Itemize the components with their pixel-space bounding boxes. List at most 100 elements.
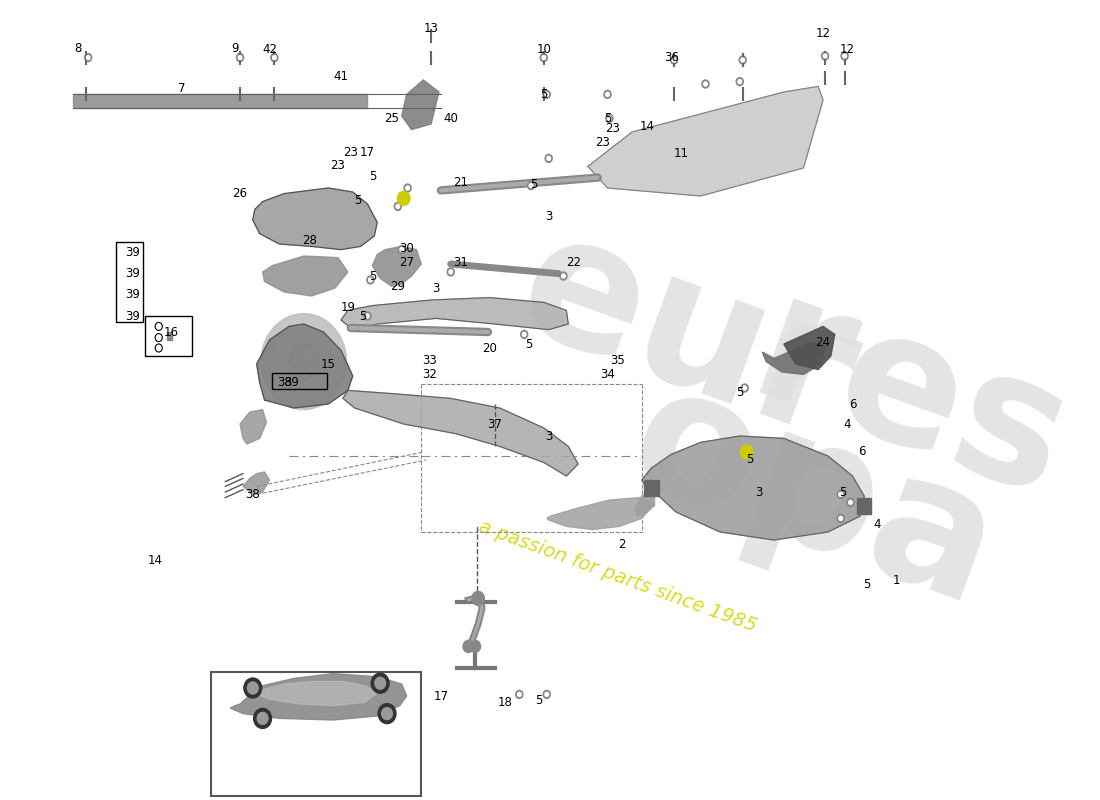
Text: 23: 23 bbox=[343, 146, 359, 158]
Text: 17: 17 bbox=[433, 690, 449, 702]
Circle shape bbox=[837, 514, 844, 522]
Text: 5: 5 bbox=[540, 88, 548, 101]
Circle shape bbox=[837, 490, 844, 498]
Text: res: res bbox=[732, 262, 1091, 538]
Text: 3: 3 bbox=[432, 282, 440, 294]
Polygon shape bbox=[784, 326, 835, 370]
Text: eur: eur bbox=[496, 195, 876, 477]
Circle shape bbox=[321, 358, 326, 365]
Circle shape bbox=[273, 56, 276, 60]
Text: 42: 42 bbox=[262, 43, 277, 56]
Text: 36: 36 bbox=[663, 51, 679, 64]
Circle shape bbox=[472, 591, 484, 606]
Circle shape bbox=[257, 712, 268, 725]
Circle shape bbox=[522, 333, 526, 336]
Circle shape bbox=[702, 80, 710, 88]
Circle shape bbox=[517, 692, 521, 696]
Circle shape bbox=[736, 78, 744, 86]
Circle shape bbox=[562, 274, 565, 278]
Circle shape bbox=[406, 186, 409, 190]
Text: 38: 38 bbox=[277, 376, 292, 389]
Circle shape bbox=[448, 268, 454, 276]
Circle shape bbox=[398, 246, 405, 254]
Text: 8: 8 bbox=[75, 42, 82, 54]
Bar bbox=[74, 94, 367, 108]
Polygon shape bbox=[256, 324, 353, 408]
Circle shape bbox=[85, 54, 91, 62]
Circle shape bbox=[740, 445, 752, 459]
Polygon shape bbox=[243, 472, 270, 494]
Circle shape bbox=[372, 673, 389, 693]
Polygon shape bbox=[762, 342, 825, 374]
Text: 12: 12 bbox=[840, 43, 855, 56]
Circle shape bbox=[847, 498, 854, 506]
Text: 5: 5 bbox=[839, 486, 846, 498]
Text: 20: 20 bbox=[483, 342, 497, 354]
Circle shape bbox=[529, 184, 532, 188]
Circle shape bbox=[843, 54, 846, 58]
Circle shape bbox=[254, 709, 272, 728]
Circle shape bbox=[463, 641, 474, 653]
Text: 39: 39 bbox=[124, 288, 140, 301]
Bar bbox=[166, 332, 172, 340]
Circle shape bbox=[520, 330, 528, 338]
Text: 1: 1 bbox=[893, 574, 900, 586]
Circle shape bbox=[544, 92, 549, 97]
Circle shape bbox=[400, 248, 404, 251]
Circle shape bbox=[404, 184, 411, 192]
Circle shape bbox=[273, 326, 334, 397]
Text: 35: 35 bbox=[609, 354, 625, 366]
Circle shape bbox=[397, 191, 410, 206]
Text: 7: 7 bbox=[177, 82, 185, 94]
Text: 39: 39 bbox=[124, 310, 140, 322]
Circle shape bbox=[288, 344, 320, 380]
Text: 5: 5 bbox=[736, 386, 744, 398]
Text: 23: 23 bbox=[595, 136, 610, 149]
Text: 19: 19 bbox=[340, 301, 355, 314]
Circle shape bbox=[396, 204, 399, 208]
Circle shape bbox=[540, 54, 548, 62]
Circle shape bbox=[822, 52, 828, 60]
Text: 11: 11 bbox=[673, 147, 689, 160]
Text: 12: 12 bbox=[815, 27, 830, 40]
Circle shape bbox=[672, 58, 675, 62]
Text: 38: 38 bbox=[245, 488, 261, 501]
Text: 3: 3 bbox=[544, 430, 552, 442]
Text: 5: 5 bbox=[604, 112, 612, 125]
Text: 22: 22 bbox=[565, 256, 581, 269]
Circle shape bbox=[741, 384, 748, 392]
Bar bbox=[211, 672, 421, 796]
Text: 34: 34 bbox=[600, 368, 615, 381]
Circle shape bbox=[394, 202, 402, 210]
Text: 5: 5 bbox=[530, 178, 538, 190]
Text: 39: 39 bbox=[285, 376, 299, 389]
Text: 6: 6 bbox=[849, 398, 856, 410]
Text: 33: 33 bbox=[421, 354, 437, 366]
Text: 5: 5 bbox=[864, 578, 871, 590]
Text: 23: 23 bbox=[331, 159, 345, 172]
Circle shape bbox=[307, 368, 312, 374]
Polygon shape bbox=[230, 674, 407, 720]
Circle shape bbox=[560, 272, 566, 280]
Text: 29: 29 bbox=[390, 280, 405, 293]
Circle shape bbox=[368, 278, 372, 282]
Text: 26: 26 bbox=[232, 187, 248, 200]
Circle shape bbox=[528, 182, 535, 190]
Circle shape bbox=[375, 677, 385, 689]
Circle shape bbox=[704, 82, 707, 86]
Circle shape bbox=[382, 708, 393, 720]
Text: 5: 5 bbox=[368, 170, 376, 182]
Circle shape bbox=[366, 276, 374, 284]
Circle shape bbox=[738, 80, 741, 84]
Text: 30: 30 bbox=[399, 242, 414, 254]
Polygon shape bbox=[255, 682, 377, 706]
Text: 13: 13 bbox=[424, 22, 439, 34]
Polygon shape bbox=[343, 390, 579, 476]
Circle shape bbox=[248, 682, 258, 694]
Polygon shape bbox=[635, 492, 654, 516]
Polygon shape bbox=[587, 86, 823, 196]
Polygon shape bbox=[372, 246, 421, 286]
Circle shape bbox=[607, 116, 612, 121]
Text: 16: 16 bbox=[164, 326, 179, 338]
Circle shape bbox=[849, 501, 852, 504]
